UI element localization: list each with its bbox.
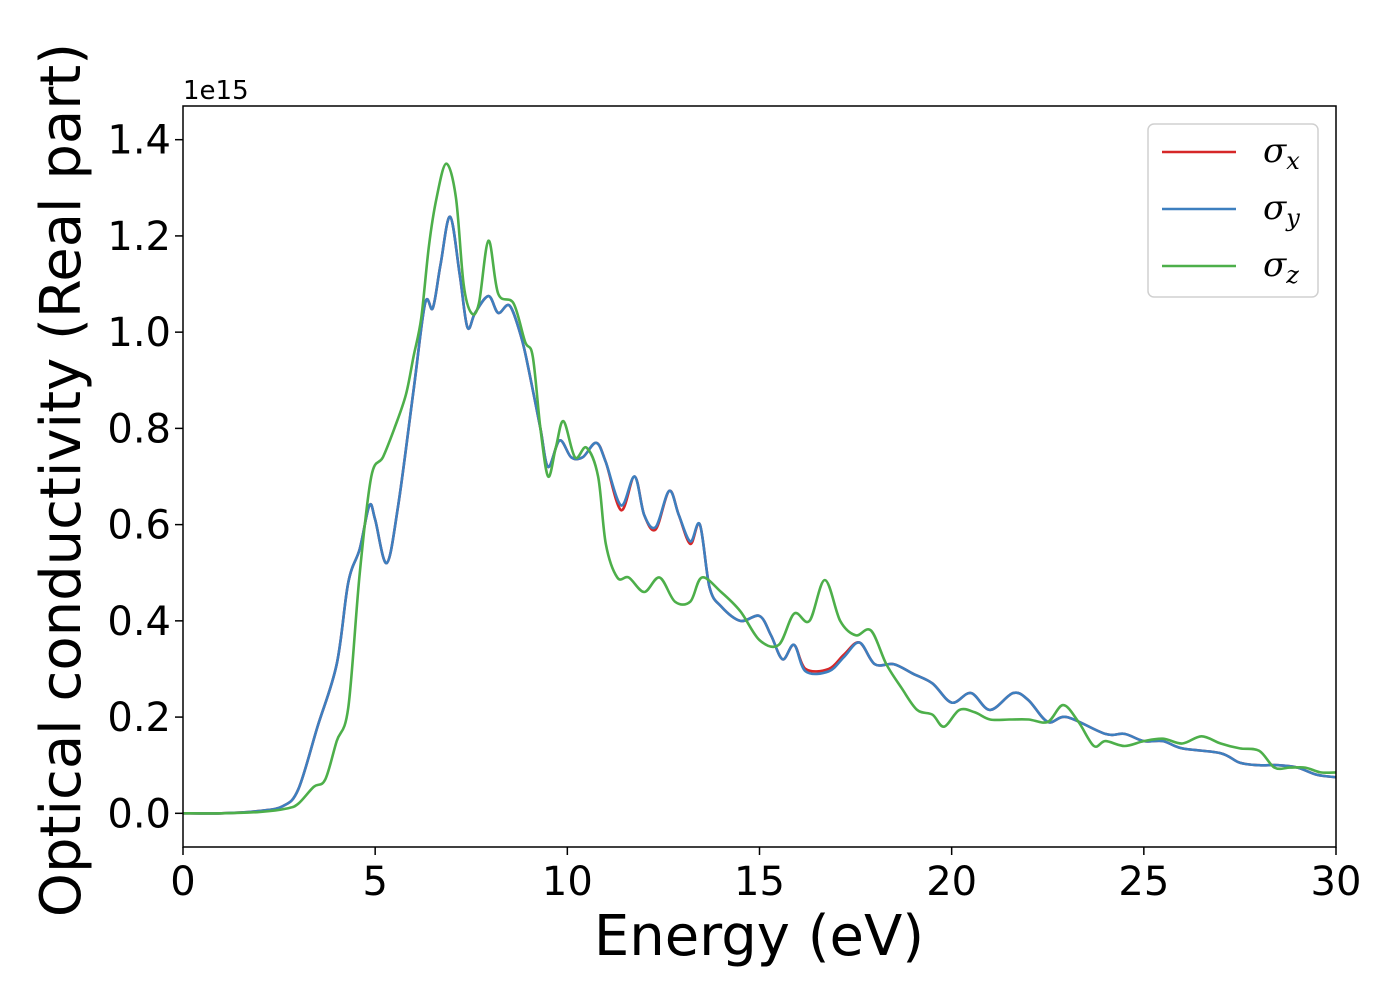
x-tick-label: 25 [1118,859,1169,905]
series-line-x [183,215,1336,815]
y-tick-label: 0.6 [107,503,171,549]
x-tick-label: 0 [170,859,195,905]
legend-label-z: σz [1263,245,1299,289]
y-tick-label: 0.8 [107,406,171,452]
x-axis-title: Energy (eV) [594,904,924,969]
legend-label-x: σx [1263,131,1300,175]
y-axis-title: Optical conductivity (Real part) [29,43,94,917]
legend: σx σy σz [1147,123,1319,298]
y-tick-label: 1.2 [107,214,171,260]
y-tick-label: 0.2 [107,695,171,741]
series-line-z [183,162,1336,815]
x-axis: 0 5 10 15 20 25 30 [170,847,1361,905]
series-layer [183,162,1336,815]
legend-label-y: σy [1263,188,1300,232]
x-tick-label: 20 [926,859,977,905]
x-tick-label: 15 [734,859,785,905]
x-tick-label: 30 [1311,859,1362,905]
x-tick-label: 10 [542,859,593,905]
y-tick-label: 0.4 [107,599,171,645]
series-line-y [183,215,1336,815]
y-tick-label: 1.4 [107,118,171,164]
x-tick-label: 5 [362,859,387,905]
y-axis: 0.0 0.2 0.4 0.6 0.8 1.0 1.2 1.4 [107,118,183,837]
y-tick-label: 1.0 [107,310,171,356]
y-offset-label: 1e15 [183,76,249,106]
legend-box [1147,123,1319,298]
y-tick-label: 0.0 [107,791,171,837]
